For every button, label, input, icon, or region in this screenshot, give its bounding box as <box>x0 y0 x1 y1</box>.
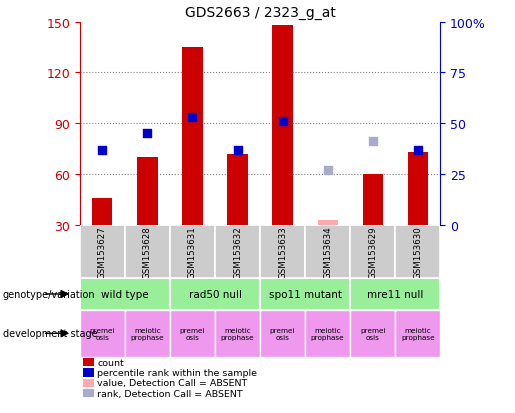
Bar <box>305 225 350 279</box>
Bar <box>80 310 125 357</box>
Text: meiotic
prophase: meiotic prophase <box>131 327 164 340</box>
Bar <box>215 310 260 357</box>
Bar <box>83 389 94 397</box>
Text: GSM153629: GSM153629 <box>368 225 377 278</box>
Bar <box>125 225 170 279</box>
Text: percentile rank within the sample: percentile rank within the sample <box>97 368 257 377</box>
Text: GSM153632: GSM153632 <box>233 225 242 278</box>
Text: GSM153628: GSM153628 <box>143 225 152 278</box>
Bar <box>305 310 350 357</box>
Bar <box>170 279 260 310</box>
Bar <box>92 198 112 225</box>
Point <box>369 139 377 145</box>
Title: GDS2663 / 2323_g_at: GDS2663 / 2323_g_at <box>185 6 335 20</box>
Text: development stage: development stage <box>3 328 97 339</box>
Bar <box>138 158 158 225</box>
Bar <box>396 225 440 279</box>
Text: rank, Detection Call = ABSENT: rank, Detection Call = ABSENT <box>97 389 243 398</box>
Bar <box>83 379 94 387</box>
Bar <box>318 220 338 225</box>
Bar <box>125 310 170 357</box>
Text: meiotic
prophase: meiotic prophase <box>311 327 345 340</box>
Text: premei
osis: premei osis <box>270 327 296 340</box>
Bar <box>80 225 125 279</box>
Text: meiotic
prophase: meiotic prophase <box>401 327 435 340</box>
Text: spo11 mutant: spo11 mutant <box>269 289 341 299</box>
Bar <box>350 225 396 279</box>
Bar <box>260 279 350 310</box>
Bar <box>228 154 248 225</box>
Point <box>323 167 332 174</box>
Text: GSM153627: GSM153627 <box>98 225 107 278</box>
Bar <box>215 225 260 279</box>
Bar <box>408 152 428 225</box>
Bar <box>182 48 202 225</box>
Bar <box>350 279 440 310</box>
Bar <box>170 225 215 279</box>
Text: GSM153630: GSM153630 <box>414 225 422 278</box>
Point <box>233 147 242 154</box>
Bar <box>396 310 440 357</box>
Bar <box>83 368 94 377</box>
Bar <box>170 310 215 357</box>
Bar <box>272 26 293 225</box>
Text: meiotic
prophase: meiotic prophase <box>221 327 254 340</box>
Point <box>188 114 197 121</box>
Text: premei
osis: premei osis <box>180 327 205 340</box>
Bar <box>260 310 305 357</box>
Text: premei
osis: premei osis <box>360 327 386 340</box>
Point <box>414 147 422 154</box>
Text: rad50 null: rad50 null <box>188 289 242 299</box>
Text: premei
osis: premei osis <box>90 327 115 340</box>
Bar <box>363 174 383 225</box>
Text: GSM153633: GSM153633 <box>278 225 287 278</box>
Text: value, Detection Call = ABSENT: value, Detection Call = ABSENT <box>97 379 247 387</box>
Bar <box>80 279 170 310</box>
Text: count: count <box>97 358 124 367</box>
Text: GSM153631: GSM153631 <box>188 225 197 278</box>
Text: GSM153634: GSM153634 <box>323 225 332 278</box>
Point <box>98 147 107 154</box>
Text: mre11 null: mre11 null <box>367 289 423 299</box>
Bar <box>83 358 94 367</box>
Text: wild type: wild type <box>101 289 149 299</box>
Bar <box>260 225 305 279</box>
Bar <box>350 310 396 357</box>
Point <box>143 131 151 138</box>
Point <box>279 119 287 125</box>
Text: genotype/variation: genotype/variation <box>3 289 95 299</box>
